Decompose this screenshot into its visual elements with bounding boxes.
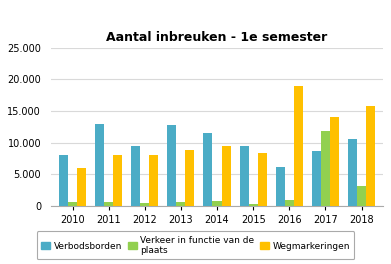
Bar: [140, 203, 149, 206]
Title: Aantal inbreuken - 1e semester: Aantal inbreuken - 1e semester: [106, 31, 328, 44]
Bar: [258, 153, 267, 206]
Bar: [167, 125, 176, 206]
Bar: [366, 106, 375, 206]
Bar: [95, 124, 104, 206]
Bar: [176, 202, 185, 206]
Bar: [357, 186, 366, 206]
Bar: [240, 146, 249, 206]
Bar: [285, 200, 294, 206]
Bar: [104, 202, 113, 206]
Bar: [348, 139, 357, 206]
Bar: [294, 86, 303, 206]
Bar: [276, 167, 285, 206]
Legend: Verbodsborden, Verkeer in functie van de
plaats, Wegmarkeringen: Verbodsborden, Verkeer in functie van de…: [37, 231, 354, 260]
Bar: [77, 168, 86, 206]
Bar: [149, 155, 158, 206]
Bar: [131, 146, 140, 206]
Bar: [249, 204, 258, 206]
Bar: [222, 146, 231, 206]
Bar: [59, 155, 68, 206]
Bar: [330, 117, 339, 206]
Bar: [212, 201, 222, 206]
Bar: [185, 150, 194, 206]
Bar: [312, 151, 321, 206]
Bar: [203, 133, 212, 206]
Bar: [68, 202, 77, 206]
Bar: [113, 155, 122, 206]
Bar: [321, 130, 330, 206]
